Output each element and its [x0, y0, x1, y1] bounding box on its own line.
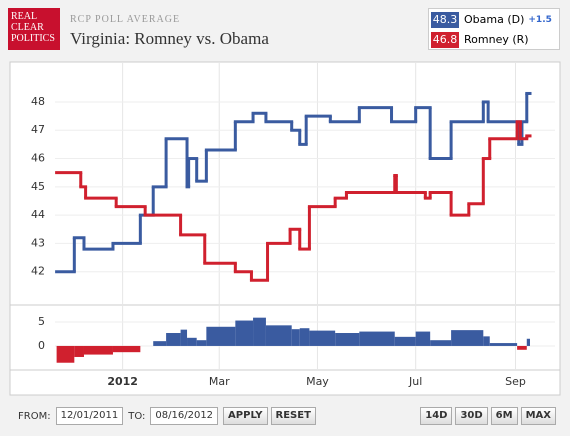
- spread-bar: [517, 345, 527, 350]
- x-tick-label: Jul: [408, 375, 422, 388]
- chart-subtitle: RCP POLL AVERAGE: [70, 14, 181, 25]
- spread-bar: [291, 329, 300, 346]
- logo: REAL CLEAR POLITICS: [8, 8, 60, 50]
- reset-button[interactable]: RESET: [270, 407, 316, 425]
- legend-label: Obama (D): [464, 13, 525, 26]
- range-button[interactable]: 30D: [455, 407, 488, 425]
- spread-bar: [489, 343, 518, 346]
- spread-bar: [451, 330, 484, 346]
- spread-bar: [415, 331, 431, 346]
- chart-panel: [9, 61, 561, 396]
- spread-bar: [265, 325, 292, 346]
- spread-bar: [180, 329, 188, 346]
- legend-value: 48.3: [431, 11, 459, 28]
- spread-bar: [112, 345, 141, 353]
- logo-text: REAL: [11, 11, 38, 22]
- legend-value: 46.8: [431, 31, 459, 48]
- legend: 48.3 Obama (D) +1.5 46.8 Romney (R): [428, 8, 560, 50]
- spread-bar: [153, 341, 167, 346]
- range-button[interactable]: MAX: [520, 407, 556, 425]
- to-label: TO:: [128, 410, 146, 422]
- spread-bar: [526, 338, 530, 346]
- spread-bar: [359, 331, 395, 346]
- legend-item: 48.3 Obama (D) +1.5: [429, 10, 559, 29]
- y-tick-label: 42: [31, 265, 45, 278]
- legend-label: Romney (R): [464, 33, 529, 46]
- to-input[interactable]: 08/16/2012: [150, 407, 219, 425]
- spread-bar: [309, 330, 336, 346]
- spread-bar: [483, 336, 490, 346]
- y-tick-label: 5: [38, 315, 45, 328]
- from-label: FROM:: [18, 410, 51, 422]
- spread-bar: [394, 336, 416, 346]
- y-tick-label: 44: [31, 208, 45, 221]
- y-tick-label: 43: [31, 236, 45, 249]
- x-tick-label: 2012: [107, 375, 138, 388]
- apply-button[interactable]: APPLY: [223, 407, 268, 425]
- y-tick-label: 0: [38, 339, 45, 352]
- y-tick-label: 47: [31, 123, 45, 136]
- y-tick-label: 45: [31, 180, 45, 193]
- range-button[interactable]: 14D: [420, 407, 453, 425]
- x-tick-label: Mar: [209, 375, 230, 388]
- spread-bar: [83, 345, 113, 355]
- spread-bar: [56, 345, 75, 363]
- spread-bar: [253, 317, 266, 346]
- legend-item: 46.8 Romney (R): [429, 30, 559, 49]
- spread-bar: [166, 333, 181, 346]
- spread-bar: [235, 320, 254, 346]
- spread-bar: [335, 333, 360, 346]
- logo-text: POLITICS: [11, 33, 55, 44]
- from-input[interactable]: 12/01/2011: [55, 407, 124, 425]
- spread-bar: [187, 337, 197, 346]
- spread-label: +1.5: [528, 14, 552, 25]
- spread-bar: [74, 345, 84, 357]
- x-tick-label: May: [306, 375, 329, 388]
- spread-bar: [299, 328, 310, 346]
- y-tick-label: 48: [31, 95, 45, 108]
- spread-bar: [196, 340, 207, 346]
- logo-text: CLEAR: [11, 22, 44, 33]
- range-button[interactable]: 6M: [490, 407, 518, 425]
- y-tick-label: 46: [31, 152, 45, 165]
- chart-title: Virginia: Romney vs. Obama: [70, 29, 269, 48]
- toolbar: FROM: 12/01/2011 TO: 08/16/2012 APPLY RE…: [0, 400, 570, 432]
- x-tick-label: Sep: [505, 375, 526, 388]
- spread-bar: [206, 326, 236, 346]
- spread-bar: [430, 340, 452, 346]
